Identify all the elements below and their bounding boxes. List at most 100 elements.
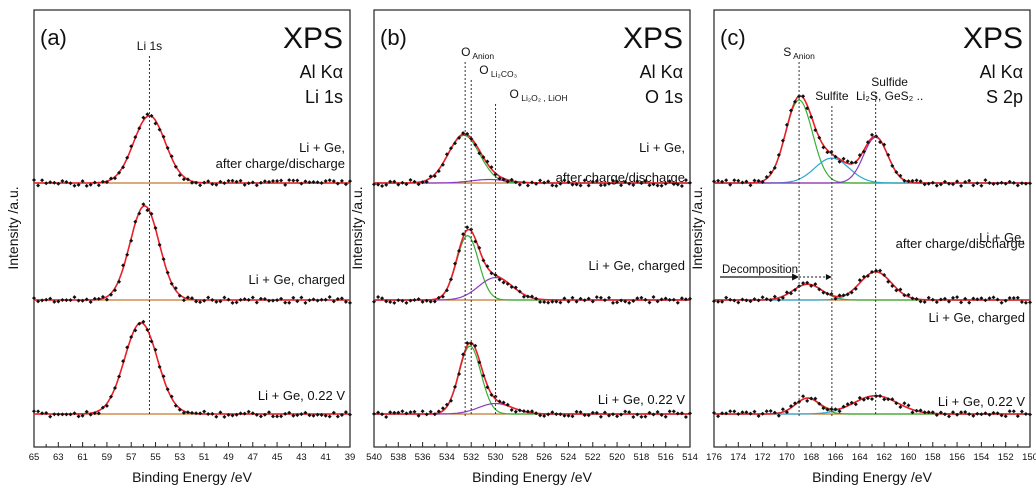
data-point (428, 174, 433, 179)
data-point (813, 128, 818, 133)
data-point (906, 179, 911, 184)
data-point (554, 299, 559, 304)
fit-component (714, 99, 1030, 184)
x-tick-label: 61 (77, 452, 88, 463)
data-point (930, 180, 935, 185)
data-point (716, 299, 721, 304)
data-point (918, 408, 923, 413)
data-point (181, 298, 186, 303)
data-point (267, 298, 271, 303)
data-point (955, 179, 960, 184)
series-label: after charge/discharge (556, 170, 685, 185)
data-point (206, 412, 211, 416)
data-point (671, 182, 676, 187)
data-point (481, 373, 486, 378)
data-point (125, 155, 130, 160)
data-point (165, 387, 170, 392)
data-point (299, 412, 304, 417)
data-point (287, 300, 292, 305)
x-tick-label: 176 (706, 452, 722, 463)
data-point (813, 282, 818, 287)
data-point (214, 414, 219, 419)
data-point (157, 242, 162, 247)
data-point (853, 286, 858, 291)
data-point (319, 413, 324, 417)
data-point (137, 321, 142, 326)
peak-annotation-subscript: Anion (791, 51, 815, 61)
data-point (226, 297, 231, 302)
data-point (570, 414, 575, 419)
x-tick-label: 57 (126, 452, 137, 463)
data-point (736, 300, 741, 305)
data-point (615, 300, 620, 305)
data-point (513, 285, 518, 290)
data-point (554, 412, 559, 417)
data-point (558, 412, 563, 417)
data-point (303, 300, 308, 305)
data-point (1015, 183, 1020, 188)
data-point (801, 94, 806, 99)
data-point (951, 410, 955, 415)
x-tick-label: 538 (390, 452, 406, 463)
data-point (574, 409, 579, 414)
data-point (100, 405, 105, 410)
data-point (857, 153, 862, 158)
data-point (590, 410, 595, 415)
data-point (663, 414, 668, 419)
data-point (643, 297, 648, 302)
data-point (853, 402, 858, 407)
data-point (420, 409, 425, 414)
data-point (388, 179, 393, 184)
data-point (886, 279, 891, 284)
peak-annotation: S Anion (783, 45, 815, 61)
peak-annotation: Li 1s (137, 39, 162, 53)
data-point (829, 407, 834, 412)
fit-component (714, 136, 1030, 184)
data-point (412, 298, 417, 302)
data-point (432, 299, 437, 304)
x-tick-label: 51 (199, 452, 210, 463)
peak-annotation: Sulfide (871, 75, 908, 89)
panel-a-ylabel: Intensity /a.u. (5, 186, 21, 269)
data-point (335, 181, 340, 186)
data-point (319, 297, 324, 302)
data-point (793, 99, 797, 104)
x-tick-label: 65 (29, 452, 40, 463)
data-point (275, 179, 280, 183)
data-point (331, 179, 336, 184)
series-label: Li + Ge, (639, 140, 685, 155)
x-tick-label: 518 (633, 452, 649, 463)
data-point (991, 295, 996, 300)
x-tick-label: 154 (973, 452, 989, 463)
x-tick-label: 166 (828, 452, 844, 463)
data-point (1023, 412, 1028, 416)
data-point (809, 283, 814, 288)
data-point (979, 412, 984, 417)
series-label: after charge/discharge (216, 156, 345, 171)
data-point (315, 412, 320, 417)
data-point (667, 297, 672, 302)
data-point (234, 179, 239, 184)
data-point (991, 410, 996, 415)
x-tick-label: 156 (949, 452, 965, 463)
data-point (683, 297, 688, 302)
data-point (675, 182, 680, 187)
panel-c-plot: Li + Ge,after charge/discharge Li + Ge, c… (712, 45, 1032, 447)
data-point (643, 179, 648, 184)
panel-c-source: Al Kα (980, 62, 1023, 82)
data-point (1015, 414, 1020, 419)
data-point (728, 409, 733, 414)
data-point (764, 175, 769, 179)
data-point (117, 170, 122, 175)
data-point (428, 299, 433, 304)
data-point (40, 411, 45, 416)
data-point (129, 238, 134, 243)
data-point (611, 178, 615, 183)
data-point (615, 179, 620, 184)
data-point (607, 295, 611, 300)
data-point (376, 295, 381, 299)
data-point (959, 183, 964, 188)
data-point (161, 374, 166, 379)
data-point (428, 409, 433, 414)
